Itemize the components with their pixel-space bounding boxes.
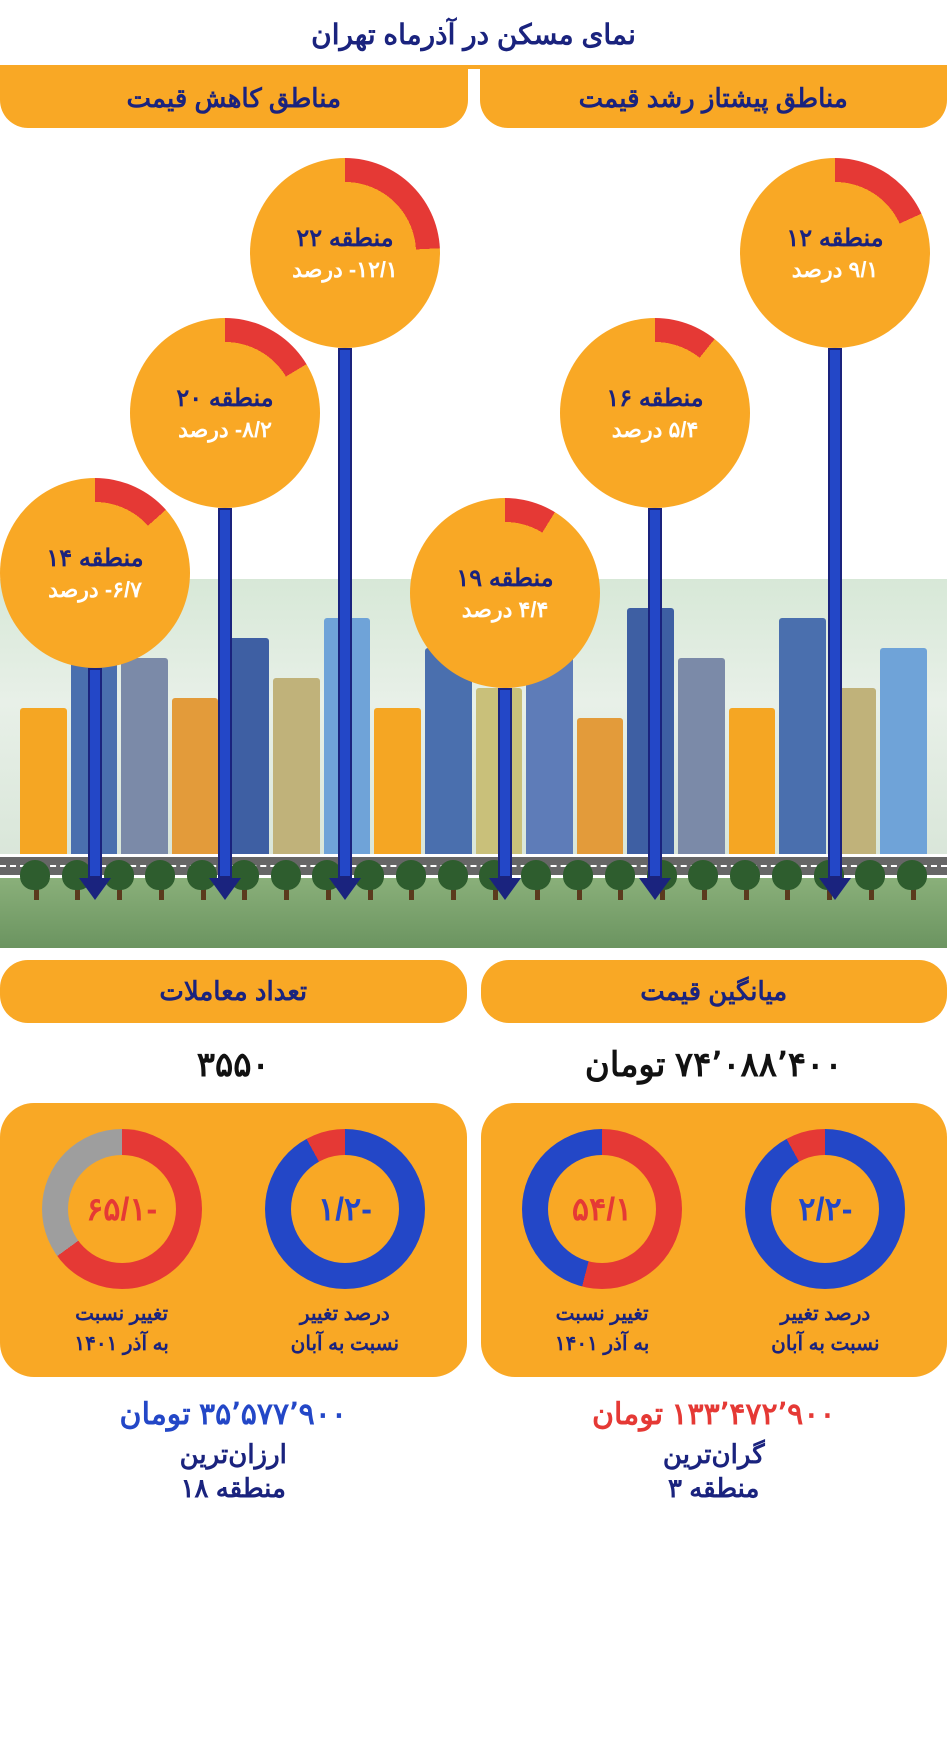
bubble-stem: [338, 348, 352, 878]
bubble-label: منطقه ۲۲: [296, 224, 393, 253]
bubble-stem: [88, 668, 102, 878]
donut-caption: درصد تغییر نسبت به آبان: [714, 1299, 937, 1359]
expensive-label: گران‌ترین منطقه ۳: [481, 1438, 947, 1506]
bubble-stem: [218, 508, 232, 878]
arrowhead-icon: [209, 878, 241, 900]
donut-row-trans: -۱/۲ درصد تغییر نسبت به آبان -۶۵/۱ تغییر نس…: [0, 1103, 467, 1377]
bubble-stem: [498, 688, 512, 878]
donut-caption: درصد تغییر نسبت به آبان: [233, 1299, 456, 1359]
bubble-value: ۱۲/۱- درصد: [292, 257, 398, 283]
donut-value: ۵۴/۱: [548, 1155, 656, 1263]
donut-value: -۱/۲: [291, 1155, 399, 1263]
bubble-value: ۶/۷- درصد: [48, 577, 142, 603]
stats-header-price: میانگین قیمت: [481, 960, 947, 1023]
expensive-price: ۱۳۳٬۴۷۲٬۹۰۰ تومان: [481, 1397, 947, 1432]
arrowhead-icon: [329, 878, 361, 900]
bubble-value: ۴/۴ درصد: [462, 597, 549, 623]
cheap-price: ۳۵٬۵۷۷٬۹۰۰ تومان: [0, 1397, 467, 1432]
bubble-value: ۹/۱ درصد: [792, 257, 879, 283]
header-decline: مناطق کاهش قیمت: [0, 69, 468, 128]
donut-item: ۵۴/۱ تغییر نسبت به آذر ۱۴۰۱: [491, 1129, 714, 1359]
page-title: نمای مسکن در آذرماه تهران: [0, 0, 947, 69]
bubble-label: منطقه ۱۶: [606, 384, 703, 413]
header-growth: مناطق پیشتاز رشد قیمت: [480, 69, 947, 128]
arrowhead-icon: [639, 878, 671, 900]
stats-avg-price: میانگین قیمت ۷۴٬۰۸۸٬۴۰۰ تومان -۲/۲ درصد ت…: [481, 960, 947, 1377]
donut-caption: تغییر نسبت به آذر ۱۴۰۱: [10, 1299, 233, 1359]
footer-row: ۱۳۳٬۴۷۲٬۹۰۰ تومان گران‌ترین منطقه ۳ ۳۵٬۵…: [0, 1377, 947, 1526]
city-chart: منطقه ۱۲ ۹/۱ درصد منطقه ۱۶ ۵/۴ درصد منطقه ۱۹…: [0, 128, 947, 948]
transactions-value: ۳۵۵۰: [0, 1023, 467, 1103]
bubble-value: ۸/۲- درصد: [178, 417, 272, 443]
bubble-stem: [648, 508, 662, 878]
cheap-label: ارزان‌ترین منطقه ۱۸: [0, 1438, 467, 1506]
avg-price-value: ۷۴٬۰۸۸٬۴۰۰ تومان: [481, 1023, 947, 1103]
donut-item: -۲/۲ درصد تغییر نسبت به آبان: [714, 1129, 937, 1359]
footer-cheap: ۳۵٬۵۷۷٬۹۰۰ تومان ارزان‌ترین منطقه ۱۸: [0, 1397, 467, 1506]
district-bubble-d14: منطقه ۱۴ ۶/۷- درصد: [0, 478, 190, 900]
bubble-stem: [828, 348, 842, 878]
stats-header-trans: تعداد معاملات: [0, 960, 467, 1023]
stats-grid: میانگین قیمت ۷۴٬۰۸۸٬۴۰۰ تومان -۲/۲ درصد ت…: [0, 948, 947, 1377]
bubble-label: منطقه ۱۴: [46, 544, 143, 573]
bubble-label: منطقه ۲۰: [176, 384, 273, 413]
donut-item: -۱/۲ درصد تغییر نسبت به آبان: [233, 1129, 456, 1359]
donut-caption: تغییر نسبت به آذر ۱۴۰۱: [491, 1299, 714, 1359]
footer-expensive: ۱۳۳٬۴۷۲٬۹۰۰ تومان گران‌ترین منطقه ۳: [481, 1397, 947, 1506]
bubble-value: ۵/۴ درصد: [612, 417, 699, 443]
donut-item: -۶۵/۱ تغییر نسبت به آذر ۱۴۰۱: [10, 1129, 233, 1359]
district-bubble-d12: منطقه ۱۲ ۹/۱ درصد: [740, 158, 930, 900]
donut-value: -۲/۲: [771, 1155, 879, 1263]
arrowhead-icon: [489, 878, 521, 900]
donut-row-price: -۲/۲ درصد تغییر نسبت به آبان ۵۴/۱ تغییر نسب…: [481, 1103, 947, 1377]
arrowhead-icon: [819, 878, 851, 900]
section-headers: مناطق پیشتاز رشد قیمت مناطق کاهش قیمت: [0, 69, 947, 128]
bubble-label: منطقه ۱۲: [786, 224, 883, 253]
arrowhead-icon: [79, 878, 111, 900]
donut-value: -۶۵/۱: [68, 1155, 176, 1263]
stats-transactions: تعداد معاملات ۳۵۵۰ -۱/۲ درصد تغییر نسبت ب…: [0, 960, 467, 1377]
bubble-label: منطقه ۱۹: [456, 564, 553, 593]
